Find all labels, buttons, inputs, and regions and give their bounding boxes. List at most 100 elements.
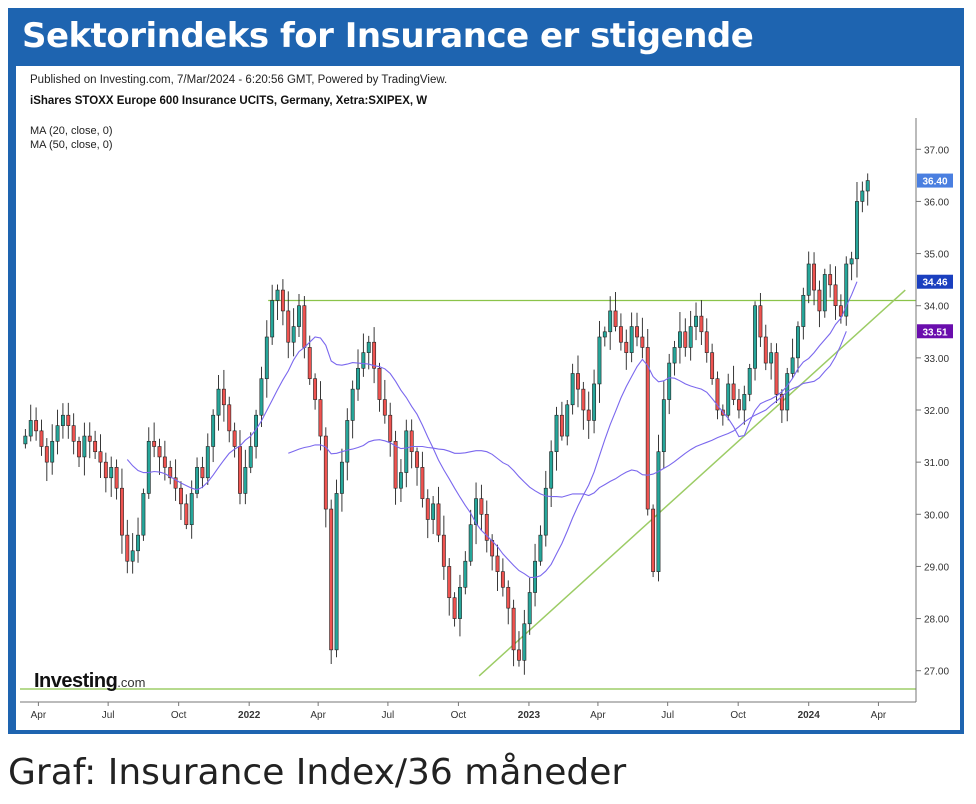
candle-body-down (372, 341, 377, 369)
candle-body-up (458, 586, 462, 619)
candle-body-down (517, 649, 521, 661)
candle-body-down (704, 331, 709, 353)
candle-body-up (339, 461, 344, 494)
candle-body-up (28, 420, 33, 437)
candle (93, 430, 98, 459)
candle-body-up (629, 326, 634, 353)
price-badge-label: 34.46 (922, 278, 947, 289)
candle (318, 381, 323, 451)
candle (227, 396, 232, 443)
candle-body-down (221, 388, 226, 406)
candle-body-down (645, 347, 650, 510)
x-tick-label: Jul (661, 710, 674, 721)
candle (141, 488, 146, 541)
candle-body-down (66, 414, 71, 426)
ma20-line (126, 281, 858, 578)
candle-body-down (586, 409, 591, 421)
y-tick-label: 35.00 (924, 250, 949, 261)
candle (452, 592, 457, 627)
candle (833, 266, 838, 320)
candle-body-down (683, 331, 688, 348)
candle (420, 451, 425, 508)
candle-body-down (699, 315, 704, 333)
candle-body-up (656, 451, 661, 572)
price-badge-bg (917, 274, 953, 289)
candle (570, 363, 575, 415)
y-tick-label: 29.00 (924, 562, 949, 573)
x-tick-label: Jul (382, 710, 395, 721)
candle-body-up (592, 383, 597, 421)
candle (581, 381, 586, 430)
candle-body-up (55, 425, 60, 442)
candle (608, 296, 613, 350)
candle (436, 486, 441, 543)
candle (447, 558, 452, 616)
candle (635, 312, 639, 347)
candle (441, 515, 446, 580)
candle (774, 343, 779, 404)
candle (264, 320, 269, 398)
candle (468, 509, 473, 566)
candle-body-up (350, 388, 355, 421)
candle-body-up (189, 493, 194, 526)
candle-body-up (806, 263, 811, 296)
candle-body-up (211, 414, 216, 447)
candle (382, 379, 387, 424)
candle (704, 318, 709, 363)
candle-body-down (93, 440, 98, 453)
candle (195, 457, 199, 499)
candle (500, 558, 505, 597)
ma50-line (288, 331, 847, 498)
candle-body-down (162, 456, 167, 468)
candle (82, 422, 87, 476)
candle (796, 321, 800, 373)
candle (361, 333, 366, 377)
candle (543, 470, 548, 547)
candle (372, 327, 377, 384)
candle-body-down (318, 399, 323, 437)
candle-body-up (60, 414, 65, 426)
candle (168, 460, 173, 485)
candle (753, 301, 757, 381)
candle-body-down (388, 414, 393, 442)
candle-body-down (452, 597, 457, 619)
candle (822, 268, 827, 318)
candle-body-up (474, 498, 478, 526)
candle-body-down (559, 414, 564, 437)
candle-body-down (624, 341, 629, 353)
candle (350, 380, 355, 439)
candle-body-up (822, 274, 827, 312)
candle-body-down (313, 378, 318, 400)
candle-body-up (688, 326, 693, 348)
candle (763, 324, 768, 371)
candle-body-down (44, 446, 49, 463)
candle-body-up (205, 446, 210, 479)
candle-body-up (661, 399, 666, 453)
candle (44, 438, 49, 482)
trend-line-group (478, 289, 906, 677)
candle (103, 452, 108, 493)
candle-body-up (747, 367, 752, 395)
x-tick-label: Apr (871, 710, 887, 721)
candle-body-up (527, 592, 532, 625)
candle (184, 494, 189, 530)
candle-body-down (114, 467, 119, 489)
candle (307, 335, 312, 385)
candle (554, 406, 559, 471)
price-badge-bg (917, 324, 953, 339)
candle (409, 419, 414, 469)
candle (275, 284, 280, 320)
candle (715, 371, 720, 420)
candle-body-up (366, 341, 371, 353)
x-tick-label: 2022 (238, 710, 261, 721)
candle-body-down (651, 508, 656, 572)
candle-body-down (382, 399, 387, 416)
x-tick-label: 2024 (798, 710, 821, 721)
candle (801, 287, 806, 340)
candle-body-down (581, 388, 586, 411)
candle-body-down (613, 310, 618, 327)
candle (109, 456, 114, 497)
candle (677, 312, 682, 364)
candle-body-up (463, 560, 468, 588)
candle (39, 419, 44, 456)
